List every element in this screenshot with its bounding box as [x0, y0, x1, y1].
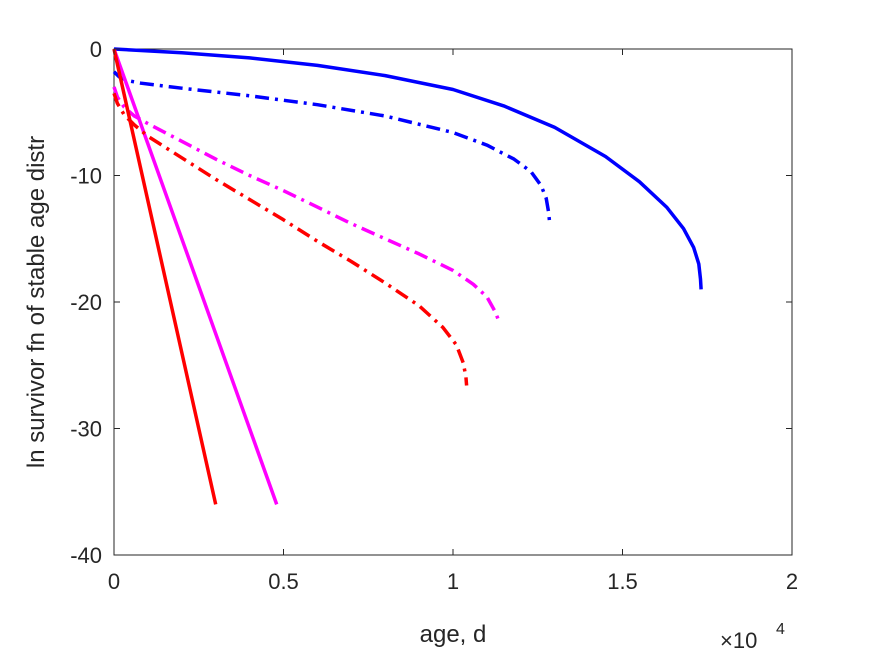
series-line-2 [112, 70, 552, 223]
x-tick-label: 1.5 [607, 569, 638, 594]
x-exponent-base: ×10 [720, 628, 757, 653]
series-line-5 [112, 48, 218, 505]
series-line-3 [112, 48, 279, 505]
y-axis-label: ln survivor fn of stable age distr [23, 136, 50, 468]
series-layer [112, 47, 703, 505]
x-tick-label: 2 [786, 569, 798, 594]
y-tick-label: -40 [70, 543, 102, 568]
x-axis-label: age, d [420, 621, 487, 648]
y-tick-label: -30 [70, 417, 102, 442]
y-tick-label: -10 [70, 164, 102, 189]
x-tick-label: 1 [447, 569, 459, 594]
series-line-6 [112, 92, 469, 386]
series-line-1 [113, 47, 703, 290]
x-exponent-power: 4 [776, 621, 785, 638]
plot-area [113, 48, 793, 556]
x-tick-label: 0.5 [268, 569, 299, 594]
series-line-4 [112, 86, 501, 322]
tick-layer: 0 0.5 1 1.5 2 0 -10 -20 -30 -40 [70, 37, 798, 594]
y-tick-label: -20 [70, 290, 102, 315]
x-tick-label: 0 [108, 569, 120, 594]
x-exponent-label: ×10 4 [720, 621, 785, 653]
y-tick-label: 0 [90, 37, 102, 62]
